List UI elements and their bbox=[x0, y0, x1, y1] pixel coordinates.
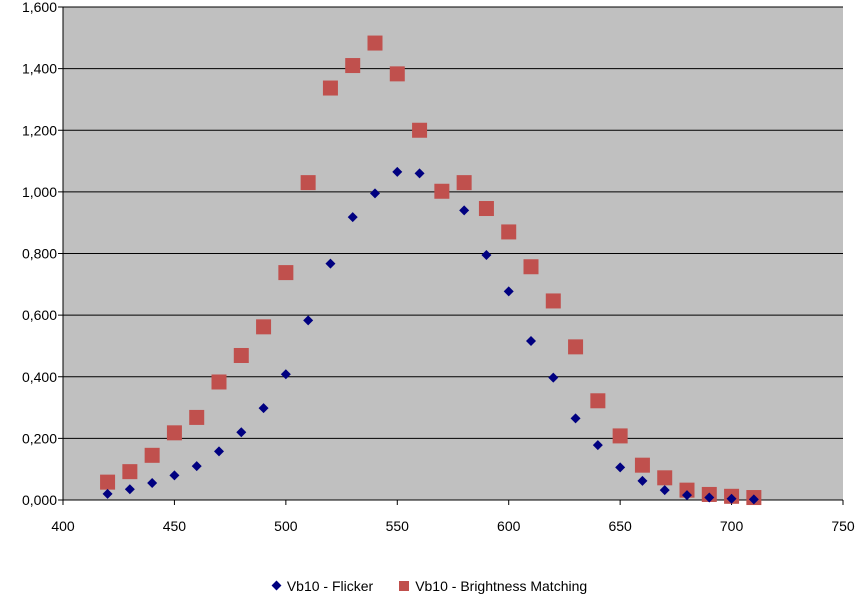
data-point-diamond bbox=[347, 212, 358, 223]
data-point-square bbox=[456, 175, 472, 191]
data-point-diamond bbox=[370, 188, 380, 199]
legend-label-brightness-matching: Vb10 - Brightness Matching bbox=[415, 577, 588, 594]
data-point-diamond bbox=[682, 490, 692, 501]
data-point-square bbox=[233, 347, 249, 363]
data-point-diamond bbox=[481, 250, 492, 261]
y-axis-tick-labels: 0,000 0,200 0,400 0,600 0,800 1,000 1,200 1,400… bbox=[22, 0, 57, 508]
data-point-diamond bbox=[236, 427, 247, 438]
data-point-diamond bbox=[392, 166, 403, 177]
y-tick-label: 0,000 bbox=[22, 492, 57, 508]
y-tick-label: 0,200 bbox=[22, 430, 57, 446]
data-point-diamond bbox=[102, 488, 113, 499]
diamond-marker-icon bbox=[271, 580, 282, 591]
data-point-diamond bbox=[191, 461, 202, 472]
y-tick-label: 0,400 bbox=[22, 369, 57, 385]
x-tick-label: 750 bbox=[831, 518, 855, 534]
data-point-diamond bbox=[280, 369, 291, 380]
data-point-diamond bbox=[592, 440, 603, 451]
data-point-square bbox=[568, 339, 584, 355]
data-series bbox=[100, 35, 762, 506]
legend-item-brightness-matching: Vb10 - Brightness Matching bbox=[399, 578, 587, 594]
data-point-diamond bbox=[214, 446, 224, 457]
x-tick-label: 700 bbox=[720, 518, 744, 534]
data-point-diamond bbox=[726, 493, 737, 504]
data-point-square bbox=[278, 265, 294, 281]
data-point-square bbox=[144, 447, 160, 463]
data-point-diamond bbox=[748, 494, 759, 505]
y-tick-label: 1,600 bbox=[22, 0, 57, 15]
data-point-square bbox=[189, 409, 205, 425]
data-point-square bbox=[634, 457, 650, 473]
square-marker-icon bbox=[399, 580, 410, 591]
data-point-diamond bbox=[169, 470, 180, 481]
data-point-square bbox=[300, 175, 316, 191]
legend: Vb10 - Flicker Vb10 - Brightness Matchin… bbox=[0, 576, 860, 595]
data-point-diamond bbox=[615, 462, 626, 473]
data-point-square bbox=[612, 428, 628, 444]
data-point-square bbox=[367, 35, 383, 51]
data-point-square bbox=[256, 319, 272, 335]
data-point-diamond bbox=[659, 485, 670, 496]
data-point-square bbox=[345, 58, 361, 74]
data-point-diamond bbox=[459, 205, 470, 216]
data-point-diamond bbox=[147, 478, 158, 489]
x-tick-label: 500 bbox=[274, 518, 298, 534]
scatter-chart: 0,000 0,200 0,400 0,600 0,800 1,000 1,200 1,400… bbox=[22, 0, 855, 534]
data-point-diamond bbox=[503, 286, 514, 297]
data-point-square bbox=[100, 474, 116, 490]
data-point-diamond bbox=[258, 403, 269, 414]
series-flicker bbox=[102, 166, 759, 505]
data-point-square bbox=[657, 470, 673, 486]
legend-item-flicker: Vb10 - Flicker bbox=[271, 577, 374, 594]
data-point-square bbox=[545, 293, 561, 309]
data-point-square bbox=[434, 183, 450, 199]
data-point-square bbox=[523, 259, 539, 275]
data-point-square bbox=[322, 80, 338, 96]
data-point-diamond bbox=[124, 484, 135, 495]
data-point-diamond bbox=[637, 475, 648, 486]
data-point-square bbox=[211, 374, 227, 390]
data-point-diamond bbox=[325, 258, 336, 269]
x-tick-label: 650 bbox=[608, 518, 632, 534]
y-tick-label: 0,600 bbox=[22, 307, 57, 323]
x-tick-label: 550 bbox=[386, 518, 410, 534]
x-tick-label: 400 bbox=[51, 518, 75, 534]
data-point-square bbox=[590, 393, 606, 409]
y-tick-label: 1,000 bbox=[22, 184, 57, 200]
data-point-square bbox=[478, 201, 494, 217]
y-tick-label: 1,200 bbox=[22, 122, 57, 138]
data-point-square bbox=[501, 224, 517, 240]
data-point-diamond bbox=[303, 315, 314, 326]
y-tick-label: 0,800 bbox=[22, 246, 57, 262]
data-point-diamond bbox=[570, 413, 581, 424]
data-point-diamond bbox=[526, 336, 536, 347]
data-point-diamond bbox=[704, 492, 715, 503]
gridlines bbox=[58, 6, 844, 505]
data-point-diamond bbox=[414, 168, 425, 179]
data-point-square bbox=[166, 425, 182, 441]
legend-label-flicker: Vb10 - Flicker bbox=[286, 577, 374, 594]
data-point-square bbox=[122, 464, 138, 480]
x-tick-label: 600 bbox=[497, 518, 521, 534]
data-point-square bbox=[389, 66, 405, 82]
data-point-square bbox=[412, 122, 428, 138]
data-point-diamond bbox=[548, 372, 559, 383]
y-tick-label: 1,400 bbox=[22, 61, 57, 77]
x-axis-tick-labels: 400 450 500 550 600 650 700 750 bbox=[51, 518, 855, 534]
x-tick-label: 450 bbox=[163, 518, 187, 534]
